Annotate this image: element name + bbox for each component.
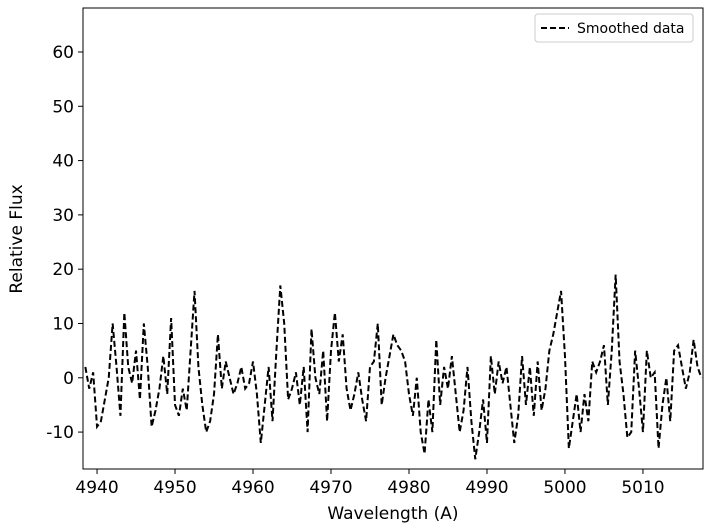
x-tick-label: 4940 <box>75 478 118 498</box>
y-tick-label: -10 <box>46 423 74 443</box>
y-tick-label: 30 <box>52 206 74 226</box>
y-tick-label: 10 <box>52 314 74 334</box>
x-tick-label: 4990 <box>465 478 508 498</box>
x-axis-label: Wavelength (A) <box>327 504 458 524</box>
x-tick-label: 5010 <box>621 478 664 498</box>
x-tick-label: 4960 <box>231 478 274 498</box>
y-tick-label: 0 <box>63 369 74 389</box>
x-tick-label: 4950 <box>153 478 196 498</box>
y-axis-label: Relative Flux <box>7 184 27 293</box>
x-tick-label: 5000 <box>543 478 586 498</box>
y-tick-label: 50 <box>52 97 74 117</box>
y-tick-label: 40 <box>52 152 74 172</box>
legend-box <box>534 13 694 43</box>
x-tick-label: 4980 <box>387 478 430 498</box>
x-tick-label: 4970 <box>309 478 352 498</box>
legend-label: Smoothed data <box>577 21 685 37</box>
y-tick-label: 60 <box>52 43 74 63</box>
y-tick-label: 20 <box>52 260 74 280</box>
plot-frame <box>82 7 704 470</box>
data-line <box>84 274 703 460</box>
